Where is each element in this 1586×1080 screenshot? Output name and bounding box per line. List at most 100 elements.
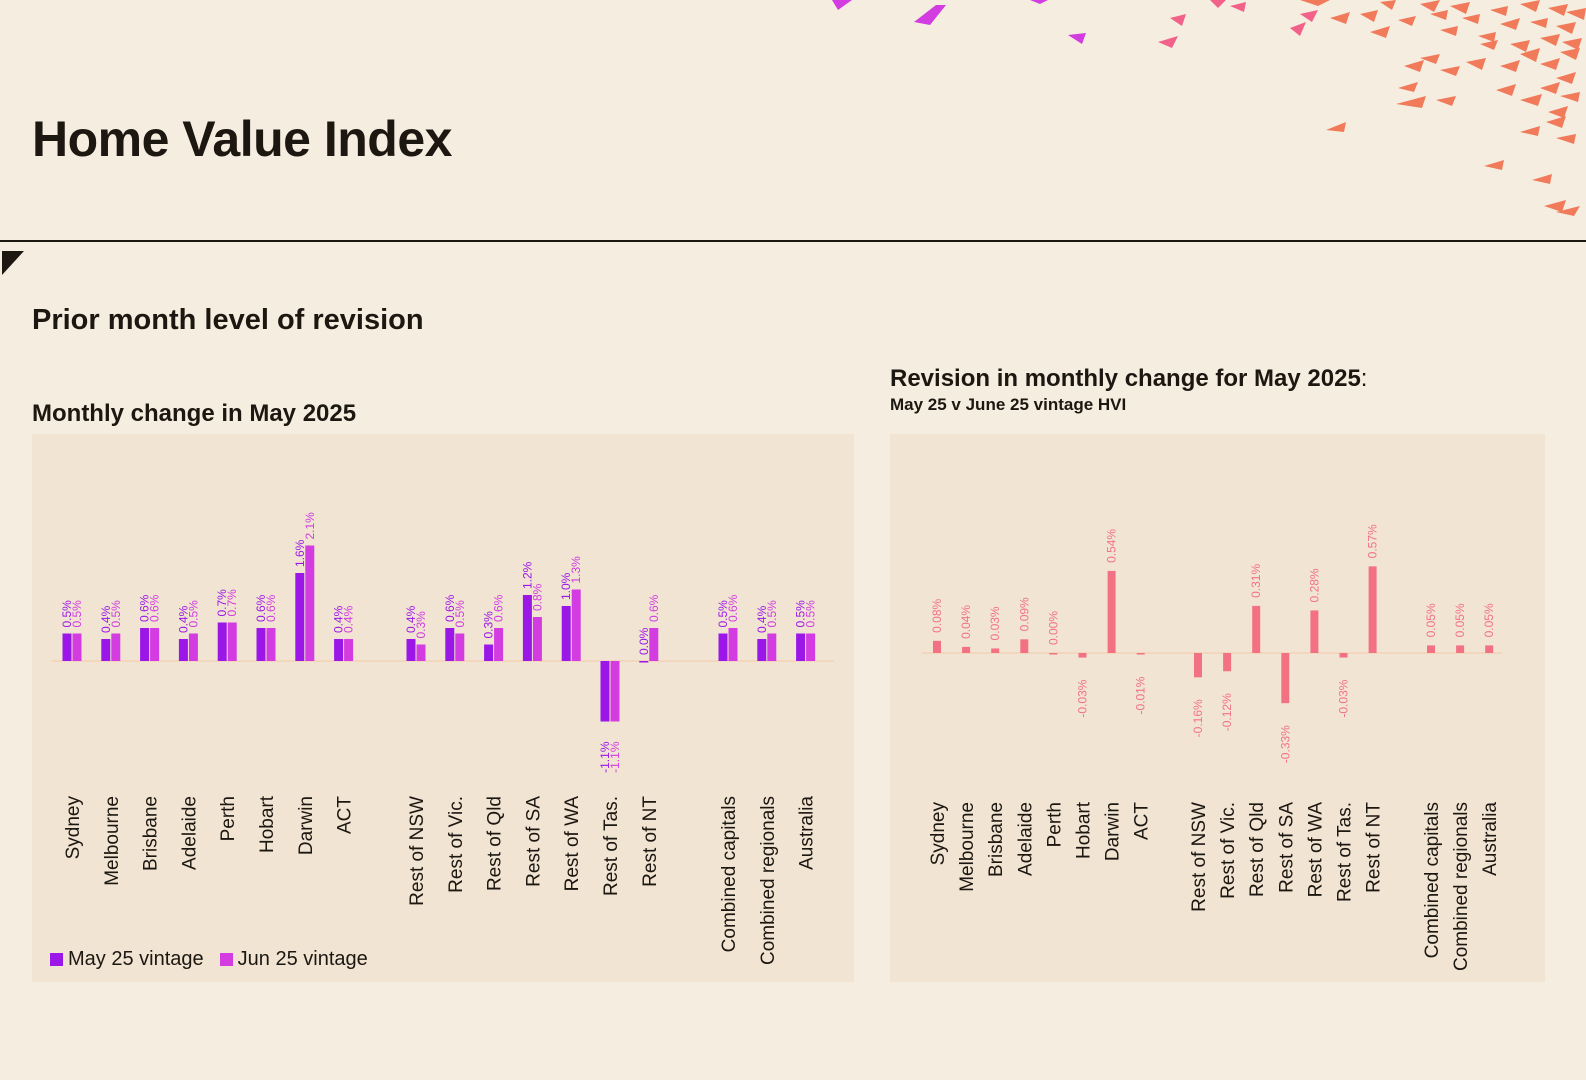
bar-rest-of-sa-may bbox=[522, 595, 532, 661]
data-label-combined-regionals: 0.05% bbox=[1453, 603, 1467, 637]
bar-combined-regionals-jun bbox=[767, 633, 777, 661]
bar-rest-of-tas-may bbox=[600, 661, 610, 722]
data-label-rest-of-tas-may: -1.1% bbox=[598, 741, 612, 773]
data-label-melbourne-may: 0.4% bbox=[99, 605, 113, 633]
data-label-combined-regionals-jun: 0.5% bbox=[765, 600, 779, 628]
data-label-act-may: 0.4% bbox=[332, 605, 346, 633]
bar-perth-jun bbox=[227, 622, 237, 661]
bar-hobart bbox=[1078, 653, 1087, 658]
bar-rest-of-sa bbox=[1281, 653, 1290, 704]
bar-brisbane-jun bbox=[150, 628, 160, 661]
tick-label-sydney: Sydney bbox=[928, 802, 949, 866]
tick-label-rest-of-wa: Rest of WA bbox=[1305, 802, 1326, 898]
tick-label-perth: Perth bbox=[218, 796, 239, 841]
tick-label-rest-of-nsw: Rest of NSW bbox=[1189, 802, 1210, 912]
legend-label-jun: Jun 25 vintage bbox=[237, 948, 368, 970]
tick-label-perth: Perth bbox=[1044, 802, 1065, 847]
bar-rest-of-nsw bbox=[1194, 653, 1202, 678]
legend-label-may: May 25 vintage bbox=[68, 948, 204, 970]
bar-australia-may bbox=[796, 633, 806, 661]
data-label-adelaide-may: 0.4% bbox=[176, 605, 190, 633]
data-label-rest-of-qld-may: 0.3% bbox=[482, 611, 496, 639]
tick-label-rest-of-tas: Rest of Tas. bbox=[601, 796, 622, 896]
data-label-australia: 0.05% bbox=[1482, 603, 1496, 637]
bar-darwin-jun bbox=[305, 545, 315, 661]
bar-rest-of-qld-jun bbox=[494, 628, 504, 661]
tick-label-adelaide: Adelaide bbox=[179, 796, 200, 870]
data-label-hobart-jun: 0.6% bbox=[264, 594, 278, 622]
tick-label-melbourne: Melbourne bbox=[957, 802, 978, 892]
tick-label-adelaide: Adelaide bbox=[1015, 802, 1036, 876]
tick-label-rest-of-wa: Rest of WA bbox=[562, 796, 583, 892]
data-label-rest-of-nt: 0.57% bbox=[1366, 524, 1380, 558]
data-label-combined-capitals-jun: 0.6% bbox=[726, 594, 740, 622]
tick-label-australia: Australia bbox=[1480, 802, 1501, 876]
bar-combined-capitals-may bbox=[718, 633, 728, 661]
revision-chart: 0.08% Sydney 0.04% Melbourne 0.03% Brisbane 0.… bbox=[922, 524, 1502, 971]
data-label-combined-capitals-may: 0.5% bbox=[716, 600, 730, 628]
right-chart-title: Revision in monthly change for May 2025: bbox=[890, 365, 1367, 393]
bar-perth bbox=[1049, 653, 1058, 655]
bar-rest-of-vic-may bbox=[445, 628, 455, 661]
bar-adelaide bbox=[1020, 639, 1029, 653]
bar-rest-of-nt bbox=[1368, 566, 1377, 653]
bar-rest-of-tas bbox=[1339, 653, 1348, 658]
bar-australia bbox=[1485, 645, 1494, 653]
data-label-melbourne-jun: 0.5% bbox=[109, 600, 123, 628]
data-label-rest-of-nsw: -0.16% bbox=[1191, 699, 1205, 737]
data-label-sydney-may: 0.5% bbox=[60, 600, 74, 628]
data-label-combined-regionals-may: 0.4% bbox=[755, 605, 769, 633]
tick-label-rest-of-sa: Rest of SA bbox=[523, 796, 544, 887]
data-label-brisbane-may: 0.6% bbox=[138, 594, 152, 622]
data-label-rest-of-nsw-may: 0.4% bbox=[404, 605, 418, 633]
bar-sydney bbox=[933, 640, 941, 653]
bar-rest-of-nsw-jun bbox=[416, 644, 426, 661]
bar-rest-of-wa-jun bbox=[571, 589, 581, 661]
data-label-combined-capitals: 0.05% bbox=[1424, 603, 1438, 637]
bar-rest-of-tas-jun bbox=[610, 661, 620, 722]
tick-label-melbourne: Melbourne bbox=[102, 796, 123, 886]
data-label-darwin-jun: 2.1% bbox=[303, 512, 317, 540]
tick-label-darwin: Darwin bbox=[296, 796, 317, 855]
tick-label-rest-of-qld: Rest of Qld bbox=[1247, 802, 1268, 897]
monthly-change-chart: 0.5%0.5%Sydney0.4%0.5%Melbourne0.6%0.6%B… bbox=[52, 512, 834, 965]
tick-label-hobart: Hobart bbox=[1074, 801, 1095, 859]
bar-darwin bbox=[1107, 570, 1116, 653]
section-title: Prior month level of revision bbox=[32, 304, 424, 336]
data-label-brisbane-jun: 0.6% bbox=[148, 594, 162, 622]
tick-label-act: ACT bbox=[335, 796, 356, 834]
bar-rest-of-vic bbox=[1223, 653, 1232, 672]
data-label-darwin-may: 1.6% bbox=[293, 539, 307, 567]
bar-combined-capitals bbox=[1427, 645, 1435, 653]
bar-rest-of-wa-may bbox=[561, 606, 571, 661]
data-label-rest-of-wa: 0.28% bbox=[1307, 568, 1321, 602]
data-label-rest-of-sa-may: 1.2% bbox=[520, 561, 534, 589]
tick-label-combined-capitals: Combined capitals bbox=[719, 796, 740, 952]
data-label-perth-may: 0.7% bbox=[215, 589, 229, 617]
bar-melbourne-jun bbox=[111, 633, 121, 661]
data-label-rest-of-wa-jun: 1.3% bbox=[569, 556, 583, 584]
tick-label-rest-of-nsw: Rest of NSW bbox=[407, 796, 428, 906]
left-chart-title: Monthly change in May 2025 bbox=[32, 400, 357, 427]
tick-label-rest-of-nt: Rest of NT bbox=[640, 796, 661, 887]
bar-act-jun bbox=[344, 639, 354, 661]
tick-label-sydney: Sydney bbox=[63, 796, 84, 860]
tick-label-darwin: Darwin bbox=[1103, 802, 1124, 861]
right-chart-title-text: Revision in monthly change for May 2025 bbox=[890, 365, 1361, 392]
data-label-rest-of-sa-jun: 0.8% bbox=[530, 583, 544, 611]
legend-swatch-jun bbox=[219, 953, 233, 966]
bar-hobart-may bbox=[256, 628, 266, 661]
tick-label-combined-regionals: Combined regionals bbox=[758, 796, 779, 965]
data-label-perth-jun: 0.7% bbox=[225, 589, 239, 617]
bar-darwin-may bbox=[295, 573, 305, 661]
bar-australia-jun bbox=[806, 633, 816, 661]
legend-swatch-may bbox=[50, 953, 63, 966]
bar-melbourne-may bbox=[101, 639, 111, 661]
data-label-rest-of-sa: -0.33% bbox=[1278, 725, 1292, 763]
data-label-sydney: 0.08% bbox=[930, 598, 944, 632]
data-label-hobart: -0.03% bbox=[1076, 679, 1090, 717]
tick-label-hobart: Hobart bbox=[257, 795, 278, 853]
data-label-adelaide-jun: 0.5% bbox=[186, 600, 200, 628]
tick-label-brisbane: Brisbane bbox=[986, 802, 1007, 877]
data-label-rest-of-wa-may: 1.0% bbox=[559, 572, 573, 600]
